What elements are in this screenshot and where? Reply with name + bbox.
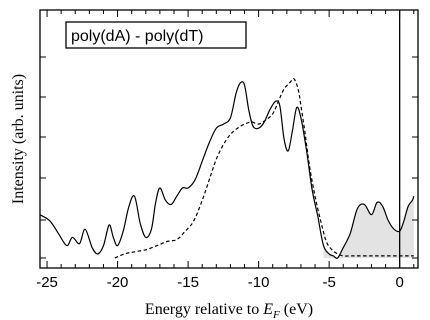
series-layer xyxy=(39,78,415,259)
x-axis-title-prefix: Energy relative to xyxy=(145,301,263,318)
tick-layer: -25 -20 -15 -10 -5 0 xyxy=(36,10,418,291)
series-line-solid xyxy=(39,81,415,259)
x-tick-label: -20 xyxy=(107,274,129,291)
x-axis-title-suffix: (eV) xyxy=(280,301,313,318)
legend-label: poly(dA) - poly(dT) xyxy=(71,28,203,45)
y-axis-title: Intensity (arb. units) xyxy=(10,74,27,204)
x-tick-label: 0 xyxy=(395,274,403,291)
x-tick-label: -5 xyxy=(322,274,335,291)
x-tick-label: -10 xyxy=(248,274,270,291)
x-axis-title-var: E xyxy=(262,301,273,318)
x-axis-title-sub: F xyxy=(272,309,280,320)
legend-box xyxy=(65,21,247,49)
x-axis-title: Energy relative to EF (eV) xyxy=(145,301,313,320)
x-tick-label: -15 xyxy=(177,274,199,291)
plot-frame xyxy=(39,9,419,269)
legend: poly(dA) - poly(dT) xyxy=(65,21,247,49)
x-tick-label: -25 xyxy=(36,274,58,291)
series-line-dashed xyxy=(114,78,414,259)
